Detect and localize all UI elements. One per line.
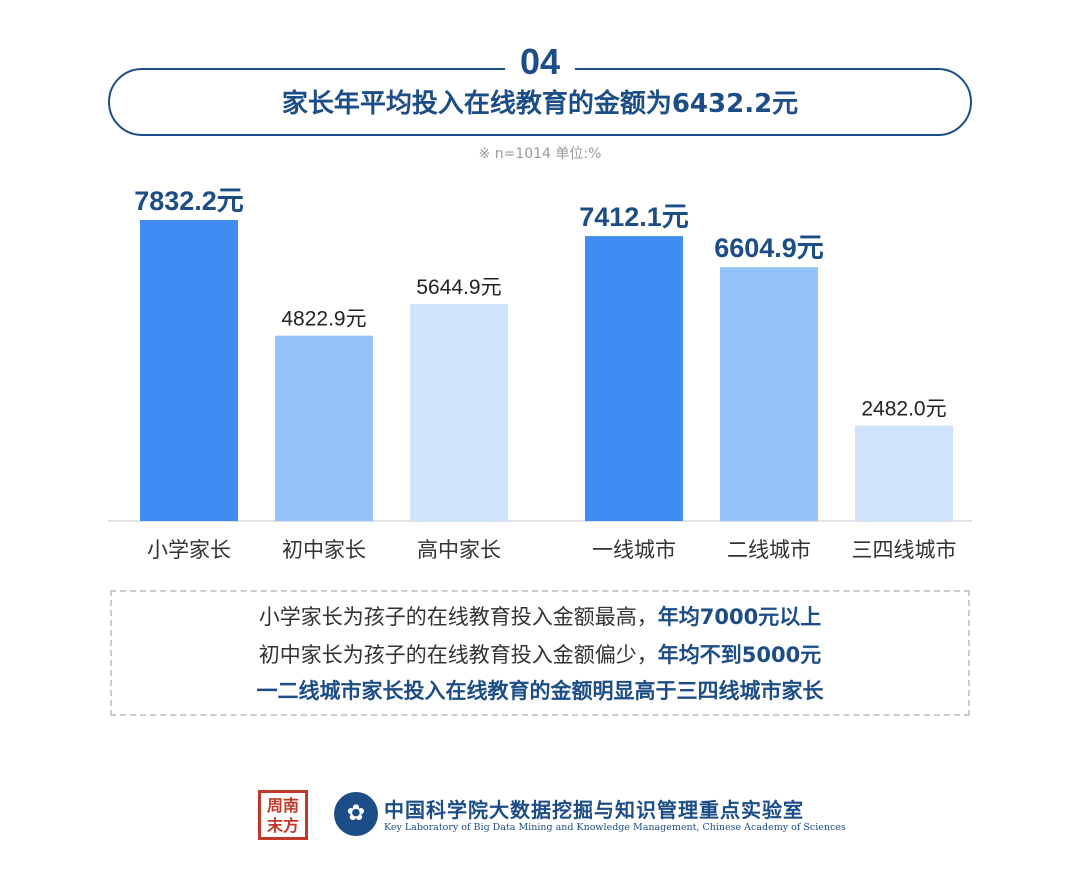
logo-char: 南: [283, 796, 300, 815]
category-label-1: 小学家长: [147, 538, 231, 562]
category-label-4: 一线城市: [592, 538, 676, 562]
summary-line-1: 小学家长为孩子的在线教育投入金额最高，年均7000元以上: [110, 602, 970, 632]
bar-4: [585, 236, 683, 521]
footer: 周南 末方 ✿ 中国科学院大数据挖掘与知识管理重点实验室 Key Laborat…: [0, 790, 1080, 850]
summary-line-2-highlight: 年均不到5000元: [657, 643, 822, 667]
data-label-2: 4822.9元: [281, 308, 366, 331]
category-label-6: 三四线城市: [852, 538, 957, 562]
data-label-4: 7412.1元: [579, 202, 689, 232]
cas-emblem-icon: ✿: [334, 792, 378, 836]
category-label-2: 初中家长: [282, 538, 366, 562]
sample-size-note: ※ n=1014 单位:%: [478, 146, 602, 162]
section-number-badge: 04: [505, 42, 575, 82]
lab-name-english: Key Laboratory of Big Data Mining and Kn…: [384, 822, 846, 833]
logo-char: 周: [266, 796, 283, 815]
page-title: 家长年平均投入在线教育的金额为6432.2元: [281, 89, 799, 119]
lab-name-chinese: 中国科学院大数据挖掘与知识管理重点实验室: [384, 798, 804, 822]
summary-line-3: 一二线城市家长投入在线教育的金额明显高于三四线城市家长: [110, 676, 970, 706]
summary-line-1-text: 小学家长为孩子的在线教育投入金额最高，: [258, 605, 658, 629]
category-label-3: 高中家长: [417, 538, 501, 562]
bar-3: [410, 304, 508, 521]
summary-line-1-highlight: 年均7000元以上: [657, 605, 822, 629]
data-label-3: 5644.9元: [416, 276, 501, 299]
logo-char: 方: [283, 816, 300, 835]
data-label-6: 2482.0元: [861, 398, 946, 421]
bar-1: [140, 220, 238, 521]
logo-char: 末: [266, 816, 283, 835]
southern-weekly-logo: 周南 末方: [258, 790, 308, 840]
summary-line-3-highlight: 一二线城市家长投入在线教育的金额明显高于三四线城市家长: [256, 679, 824, 703]
category-label-5: 二线城市: [727, 538, 811, 562]
data-label-5: 6604.9元: [714, 233, 824, 263]
bar-6: [855, 425, 953, 521]
summary-line-2-text: 初中家长为孩子的在线教育投入金额偏少，: [258, 643, 658, 667]
summary-line-2: 初中家长为孩子的在线教育投入金额偏少，年均不到5000元: [110, 640, 970, 670]
summary-box: [110, 590, 970, 716]
bar-5: [720, 267, 818, 521]
data-label-1: 7832.2元: [134, 186, 244, 216]
bar-2: [275, 335, 373, 521]
